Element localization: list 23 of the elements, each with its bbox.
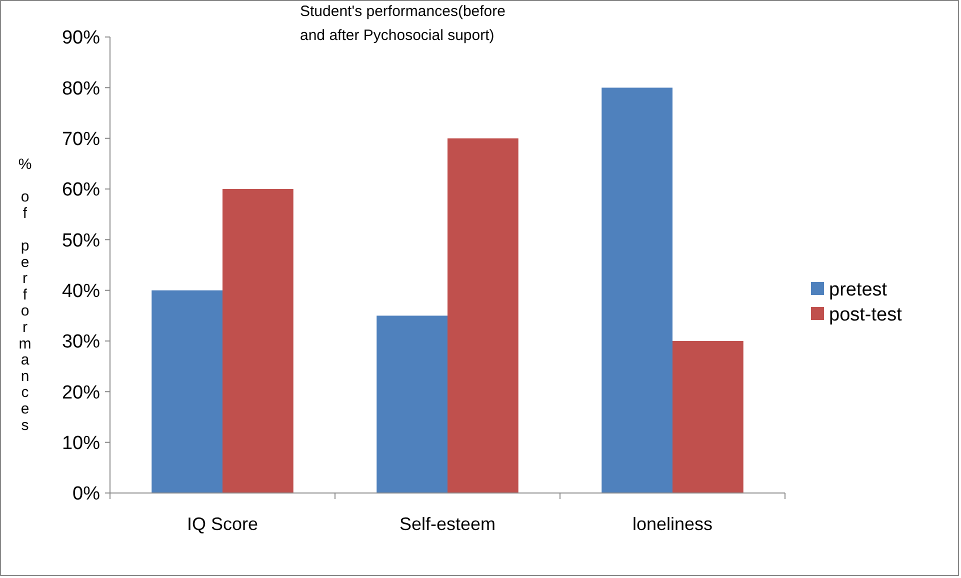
legend-label: post-test — [829, 304, 903, 326]
y-tick-label: 40% — [62, 280, 100, 302]
y-tick-label: 30% — [62, 332, 100, 353]
x-tick-label: Self-esteem — [399, 514, 496, 534]
bar — [448, 138, 518, 493]
y-tick-label: 10% — [62, 432, 100, 454]
chart-title: Student's performances(before and after Pychosocial suport) — [300, 3, 506, 44]
y-tick-label: 70% — [62, 128, 100, 150]
bar — [672, 341, 744, 493]
legend-label: pretest — [829, 280, 888, 301]
bar — [152, 290, 222, 493]
y-tick-label: 60% — [62, 180, 100, 201]
bar — [222, 189, 294, 493]
text: % of performances — [18, 156, 32, 434]
x-tick-label: IQ Score — [186, 514, 258, 534]
bar — [602, 88, 672, 493]
y-tick-label: 80% — [62, 78, 100, 100]
y-tick-label: 0% — [72, 484, 100, 505]
y-tick-label: 20% — [62, 382, 100, 404]
y-tick-label: 50% — [62, 230, 100, 252]
x-tick-label: loneliness — [632, 514, 713, 534]
bar — [376, 316, 448, 493]
y-tick-label: 90% — [62, 28, 100, 49]
